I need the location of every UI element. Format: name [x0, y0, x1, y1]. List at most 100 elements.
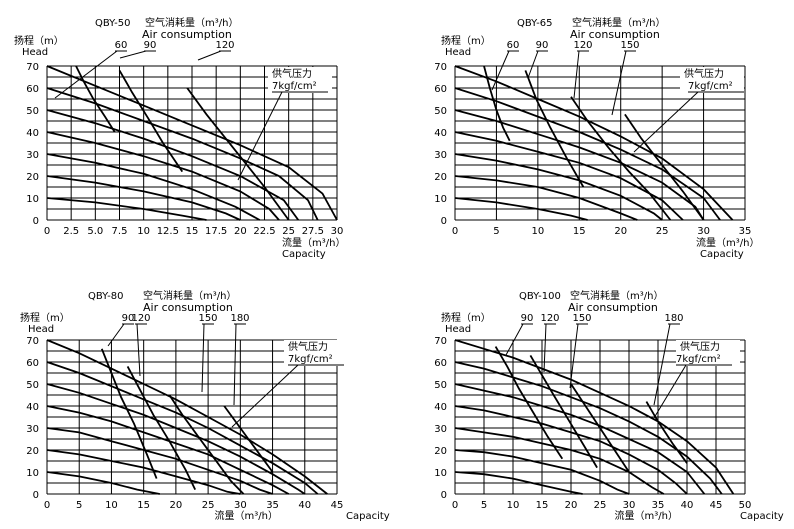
air-consumption-curve-60	[75, 65, 116, 133]
air-label-leader-line	[119, 50, 147, 59]
pressure-curve-3	[454, 383, 706, 495]
y-tick-label: 40	[434, 128, 447, 139]
air-consumption-label-90: 90	[521, 313, 534, 324]
air-label-leader-line	[527, 50, 539, 79]
chart-title: QBY-80	[88, 291, 123, 302]
y-tick-label: 0	[441, 216, 447, 227]
air-consumption-curve-120	[570, 96, 672, 221]
x-tick-label: 10	[105, 500, 118, 511]
x-tick-label: 20	[614, 226, 627, 237]
air-consumption-label-120: 120	[131, 313, 150, 324]
pressure-curve-6	[46, 449, 241, 495]
air-consumption-label-60: 60	[507, 40, 520, 51]
y-tick-label: 60	[26, 358, 39, 369]
chart-panel-qby-65: 0 5 10 15 20 25 30 35 0 10 20 30 40 50 60 70 QBY-65 空气消耗量…	[434, 16, 759, 260]
air-label-leader-line	[136, 323, 141, 377]
x-tick-label: 27.5	[302, 226, 324, 237]
air-label-leader-line	[653, 323, 671, 406]
air-consumption-curve-120	[529, 354, 598, 469]
y-tick-label: 10	[26, 468, 39, 479]
air-consumption-label-60: 60	[115, 40, 128, 51]
x-tick-label: 5	[76, 500, 82, 511]
x-tick-label: 0	[44, 226, 50, 237]
x-tick-label: 25	[202, 500, 215, 511]
y-tick-label: 10	[434, 468, 447, 479]
y-tick-label: 50	[26, 380, 39, 391]
y-tick-label: 20	[434, 172, 447, 183]
pressure-curve-2	[46, 87, 319, 221]
pressure-label-cn: 供气压力	[680, 340, 720, 353]
x-tick-label: 30	[623, 500, 636, 511]
y-axis-label-en: Head	[28, 324, 54, 335]
x-tick-label: 35	[652, 500, 665, 511]
x-tick-label: 0	[452, 226, 458, 237]
y-tick-label: 50	[434, 106, 447, 117]
pressure-curve-7	[454, 197, 588, 221]
y-tick-label: 0	[33, 216, 39, 227]
air-consumption-curve-90	[524, 70, 585, 188]
air-consumption-curve-60	[483, 65, 511, 142]
pressure-curve-4	[454, 405, 688, 495]
pressure-curve-2	[454, 87, 721, 221]
air-consumption-curve-150	[624, 113, 705, 221]
y-tick-label: 30	[434, 150, 447, 161]
x-axis-label-cn: 流量（m³/h）	[215, 509, 278, 522]
y-tick-label: 70	[26, 62, 39, 73]
air-consumption-curve-90	[118, 69, 184, 173]
y-axis-label-cn: 扬程（m）	[20, 311, 70, 324]
air-label-leader-line	[569, 323, 579, 389]
pressure-curve-1	[46, 339, 328, 495]
pressure-curve-1	[46, 65, 338, 221]
air-label-leader-line	[611, 50, 627, 116]
air-consumption-label-90: 90	[122, 313, 135, 324]
air-consumption-label-180: 180	[664, 313, 683, 324]
x-tick-label: 35	[739, 226, 752, 237]
x-tick-label: 25	[656, 226, 669, 237]
air-consumption-curve-150	[570, 383, 630, 473]
pressure-curve-3	[454, 109, 705, 221]
air-consumption-title-en: Air consumption	[568, 301, 658, 314]
x-tick-label: 20	[565, 500, 578, 511]
y-axis-label-en: Head	[445, 324, 471, 335]
x-tick-label: 0	[44, 500, 50, 511]
x-tick-label: 10	[531, 226, 544, 237]
x-tick-label: 30	[234, 500, 247, 511]
air-label-leader-line	[573, 50, 580, 99]
air-consumption-title-en: Air consumption	[142, 28, 232, 41]
pressure-label-cn: 供气压力	[288, 340, 328, 353]
y-tick-label: 40	[26, 402, 39, 413]
pressure-leader-line	[237, 91, 283, 181]
y-tick-label: 30	[26, 424, 39, 435]
air-consumption-label-150: 150	[198, 313, 217, 324]
y-tick-label: 20	[26, 446, 39, 457]
x-tick-label: 15	[573, 226, 586, 237]
pressure-curve-7	[46, 197, 207, 221]
pressure-curve-7	[454, 471, 583, 495]
air-label-leader-line	[505, 323, 524, 356]
pressure-curve-5	[46, 153, 261, 221]
y-tick-label: 30	[26, 150, 39, 161]
air-consumption-title-cn: 空气消耗量（m³/h）	[570, 289, 663, 302]
y-tick-label: 40	[434, 402, 447, 413]
x-tick-label: 10	[507, 500, 520, 511]
air-consumption-label-180: 180	[230, 313, 249, 324]
pressure-curve-2	[454, 361, 723, 495]
x-tick-label: 30	[331, 226, 344, 237]
x-tick-label: 20	[170, 500, 183, 511]
pressure-curve-1	[454, 339, 735, 495]
x-tick-label: 0	[452, 500, 458, 511]
y-tick-label: 20	[434, 446, 447, 457]
x-tick-label: 25	[594, 500, 607, 511]
y-tick-label: 60	[26, 84, 39, 95]
air-consumption-curve-90	[100, 348, 158, 479]
x-tick-label: 5.0	[87, 226, 103, 237]
x-tick-label: 45	[331, 500, 344, 511]
air-consumption-curve-180	[645, 401, 688, 464]
pressure-unit-label: 7kgf/cm²	[272, 81, 317, 92]
air-consumption-title-cn: 空气消耗量（m³/h）	[143, 289, 236, 302]
pressure-label-background	[680, 67, 744, 93]
x-axis-label-cn: 流量（m³/h）	[282, 236, 345, 249]
pressure-curve-7	[46, 471, 160, 495]
x-tick-label: 7.5	[112, 226, 128, 237]
